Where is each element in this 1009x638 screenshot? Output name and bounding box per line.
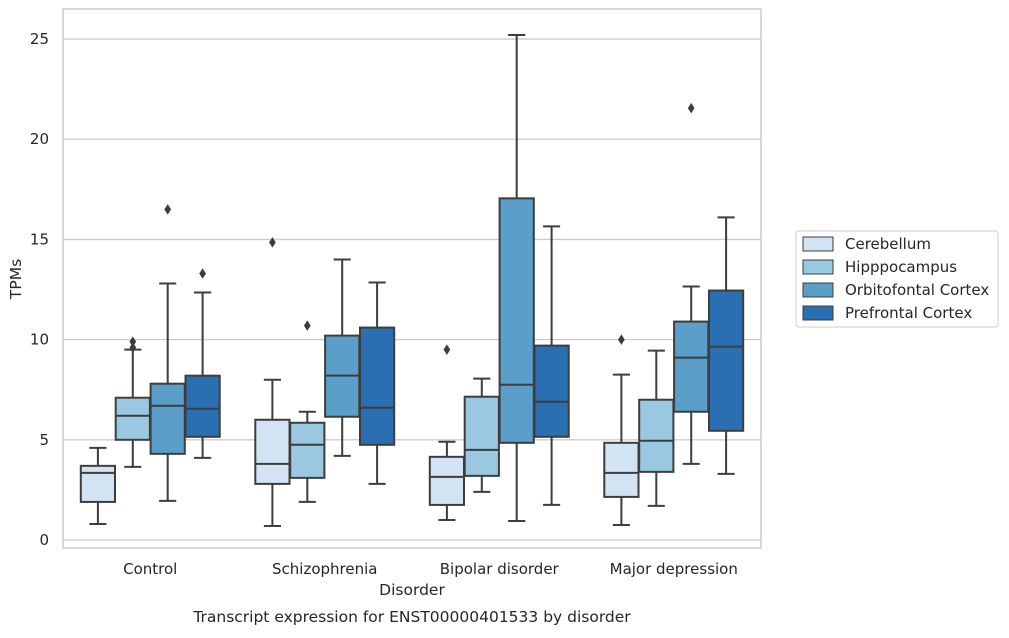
legend-label: Orbitofontal Cortex xyxy=(845,281,989,299)
legend-items: Cerebellum Hipppocampus Orbitofontal Corte… xyxy=(802,235,989,322)
box-iqr xyxy=(603,441,640,498)
y-axis-ticks: 0 5 10 15 20 25 xyxy=(30,30,49,549)
legend-label: Prefrontal Cortex xyxy=(845,304,972,322)
box-group xyxy=(79,446,117,525)
x-tick-label: Bipolar disorder xyxy=(440,560,560,578)
legend-swatch xyxy=(802,305,834,321)
boxes xyxy=(79,34,745,527)
box-iqr xyxy=(358,326,396,446)
y-axis-label: TPMs xyxy=(7,259,25,300)
box-group xyxy=(358,281,396,485)
box-group xyxy=(673,102,710,465)
y-tick-label: 10 xyxy=(30,331,49,349)
box-iqr xyxy=(184,374,221,438)
outlier-point xyxy=(269,237,276,248)
box-group xyxy=(114,336,151,468)
box-iqr xyxy=(673,320,710,413)
legend-label: Hipppocampus xyxy=(845,258,957,276)
box-group xyxy=(603,334,640,526)
x-tick-label: Control xyxy=(123,560,177,578)
box-group xyxy=(498,34,535,522)
box-iqr xyxy=(114,396,151,441)
plot-frame xyxy=(62,8,762,549)
box-iqr xyxy=(289,421,326,479)
box-iqr xyxy=(428,455,466,506)
box-group xyxy=(707,216,745,475)
box-iqr xyxy=(254,418,291,485)
outlier-point xyxy=(129,342,137,353)
box-group xyxy=(324,258,361,457)
legend-label: Cerebellum xyxy=(845,235,931,253)
legend-swatch xyxy=(802,236,834,252)
box-iqr xyxy=(498,197,535,444)
box-group xyxy=(289,320,326,503)
legend-swatch xyxy=(802,282,834,298)
outlier-point xyxy=(164,204,172,215)
x-axis-ticks: Control Schizophrenia Bipolar disorder Majo… xyxy=(123,560,738,578)
y-tick-label: 15 xyxy=(30,230,49,248)
box-group xyxy=(254,237,291,527)
legend-swatch xyxy=(802,259,834,275)
chart-caption: Transcript expression for ENST0000040153… xyxy=(192,608,631,626)
box-group xyxy=(533,225,570,506)
x-axis-label: Disorder xyxy=(379,581,445,599)
box-iqr xyxy=(463,395,500,477)
box-group xyxy=(184,268,221,459)
box-group xyxy=(463,377,500,493)
box-iqr xyxy=(533,344,570,438)
box-iqr xyxy=(707,289,745,432)
y-tick-label: 20 xyxy=(30,130,49,148)
box-iqr xyxy=(79,464,117,503)
y-tick-label: 5 xyxy=(39,431,49,449)
box-group xyxy=(638,349,675,507)
box-iqr xyxy=(638,398,675,473)
box-group xyxy=(428,344,466,521)
x-tick-label: Major depression xyxy=(610,560,738,578)
box-iqr xyxy=(149,382,186,455)
outlier-point xyxy=(303,320,311,331)
outlier-point xyxy=(687,102,695,114)
outlier-point xyxy=(618,334,625,345)
legend-frame xyxy=(795,230,999,328)
y-tick-label: 25 xyxy=(30,30,49,48)
box-group xyxy=(149,204,186,502)
x-tick-label: Schizophrenia xyxy=(272,560,377,578)
outlier-point xyxy=(129,336,137,347)
legend: Cerebellum Hipppocampus Orbitofontal Corte… xyxy=(795,230,999,328)
y-tick-label: 0 xyxy=(39,531,49,549)
outlier-point xyxy=(443,344,451,355)
outlier-point xyxy=(199,268,206,279)
